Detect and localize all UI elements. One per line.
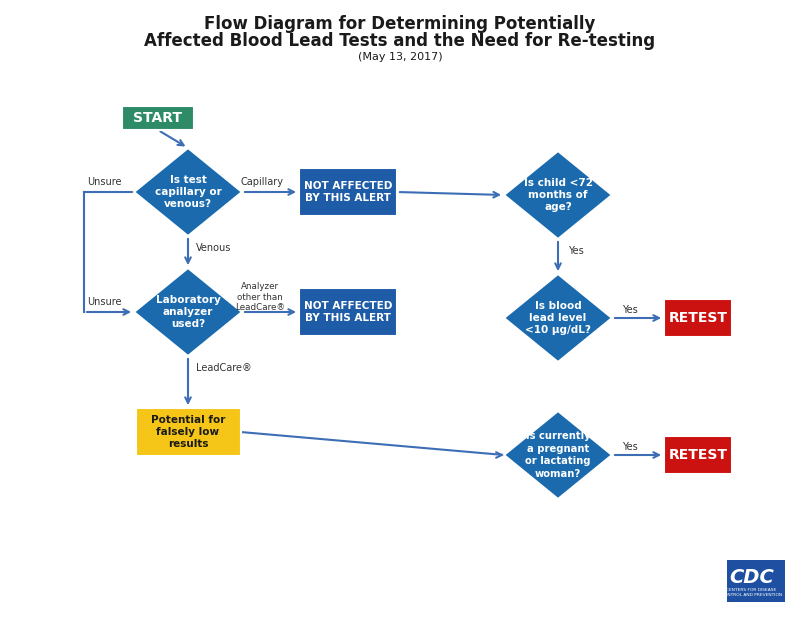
Text: Yes: Yes <box>622 442 638 452</box>
Text: NOT AFFECTED
BY THIS ALERT: NOT AFFECTED BY THIS ALERT <box>304 301 392 323</box>
Text: Is test
capillary or
venous?: Is test capillary or venous? <box>154 175 222 209</box>
FancyBboxPatch shape <box>664 436 732 474</box>
FancyBboxPatch shape <box>135 408 241 456</box>
Text: Flow Diagram for Determining Potentially: Flow Diagram for Determining Potentially <box>204 15 596 33</box>
Text: Potential for
falsely low
results: Potential for falsely low results <box>151 415 225 449</box>
Text: CDC: CDC <box>729 568 774 587</box>
FancyBboxPatch shape <box>664 299 732 337</box>
Text: Yes: Yes <box>622 305 638 315</box>
Text: Is blood
lead level
<10 µg/dL?: Is blood lead level <10 µg/dL? <box>525 300 591 336</box>
Text: RETEST: RETEST <box>669 311 727 325</box>
FancyBboxPatch shape <box>727 560 785 602</box>
Text: CENTERS FOR DISEASE
CONTROL AND PREVENTION: CENTERS FOR DISEASE CONTROL AND PREVENTI… <box>721 589 782 597</box>
FancyBboxPatch shape <box>299 288 397 336</box>
Text: START: START <box>134 111 182 125</box>
Text: Unsure: Unsure <box>87 177 122 187</box>
Polygon shape <box>504 274 612 362</box>
Text: Analyzer
other than
LeadCare®: Analyzer other than LeadCare® <box>235 282 285 312</box>
Text: Affected Blood Lead Tests and the Need for Re-testing: Affected Blood Lead Tests and the Need f… <box>145 32 655 50</box>
Text: Capillary: Capillary <box>241 177 283 187</box>
Text: NOT AFFECTED
BY THIS ALERT: NOT AFFECTED BY THIS ALERT <box>304 181 392 203</box>
Text: (May 13, 2017): (May 13, 2017) <box>358 52 442 62</box>
Text: Yes: Yes <box>568 246 584 256</box>
Polygon shape <box>134 148 242 236</box>
FancyBboxPatch shape <box>122 106 194 130</box>
Text: Laboratory
analyzer
used?: Laboratory analyzer used? <box>155 294 221 329</box>
Text: RETEST: RETEST <box>669 448 727 462</box>
Polygon shape <box>504 151 612 239</box>
Text: Unsure: Unsure <box>87 297 122 307</box>
FancyBboxPatch shape <box>299 168 397 216</box>
Text: Is currently
a pregnant
or lactating
woman?: Is currently a pregnant or lactating wom… <box>526 431 590 479</box>
Text: Venous: Venous <box>196 243 231 253</box>
Text: Is child <72
months of
age?: Is child <72 months of age? <box>523 178 593 212</box>
Polygon shape <box>504 411 612 499</box>
Text: LeadCare®: LeadCare® <box>196 363 252 373</box>
Polygon shape <box>134 268 242 356</box>
